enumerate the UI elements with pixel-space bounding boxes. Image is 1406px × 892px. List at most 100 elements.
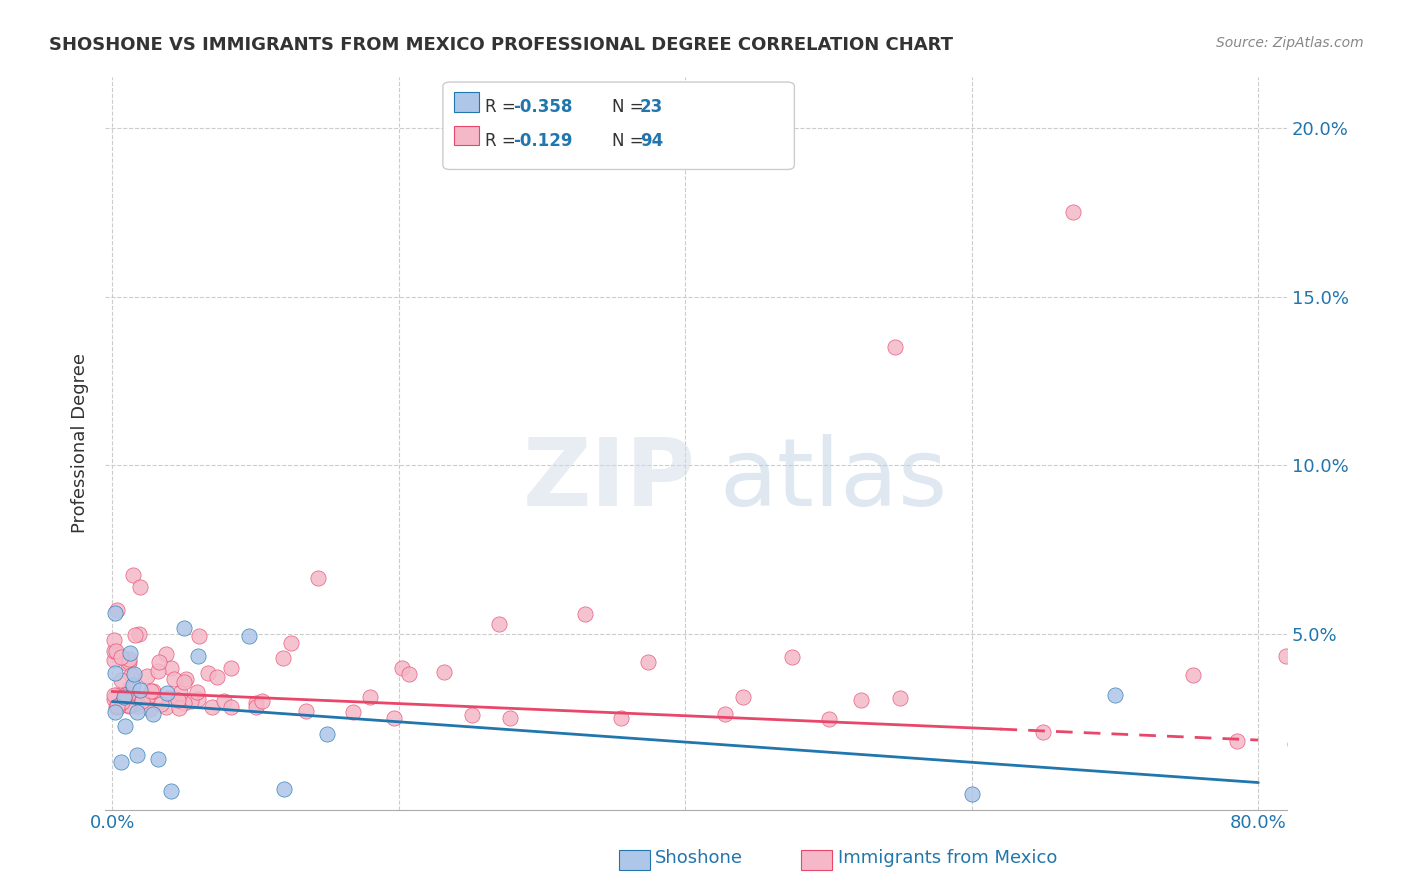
Point [197, 666, 219, 681]
Point [120, 668, 142, 682]
Text: -0.358: -0.358 [513, 98, 572, 116]
Point [273, 781, 295, 796]
Point [110, 650, 132, 665]
Text: N =: N = [612, 98, 648, 116]
Point [245, 696, 267, 710]
Point [157, 691, 180, 706]
Text: -0.129: -0.129 [513, 132, 572, 150]
Point [103, 653, 125, 667]
Point [187, 649, 209, 664]
Point [173, 621, 195, 635]
Text: R =: R = [485, 132, 522, 150]
Point [889, 690, 911, 705]
Point [105, 644, 128, 658]
Point [122, 678, 145, 692]
Point [105, 699, 128, 714]
Point [637, 655, 659, 669]
Point [110, 673, 132, 687]
Point [117, 687, 139, 701]
Point [111, 694, 134, 708]
Text: Source: ZipAtlas.com: Source: ZipAtlas.com [1216, 36, 1364, 50]
Point [250, 693, 273, 707]
Point [201, 700, 224, 714]
Point [103, 632, 125, 647]
Point [186, 685, 208, 699]
Point [124, 628, 146, 642]
Text: N =: N = [612, 132, 648, 150]
Point [148, 655, 170, 669]
Point [271, 651, 294, 665]
Point [167, 700, 190, 714]
Point [136, 694, 159, 708]
Point [433, 665, 456, 680]
Point [114, 689, 136, 703]
Point [960, 787, 983, 801]
Point [391, 661, 413, 675]
Point [219, 661, 242, 675]
Point [342, 705, 364, 719]
Point [780, 650, 803, 665]
Point [115, 694, 138, 708]
Point [174, 672, 197, 686]
Point [238, 629, 260, 643]
Point [129, 683, 152, 698]
Point [118, 652, 141, 666]
Point [103, 692, 125, 706]
Point [139, 684, 162, 698]
Point [128, 580, 150, 594]
Point [155, 686, 177, 700]
Point [884, 340, 907, 354]
Point [104, 665, 127, 680]
Point [117, 698, 139, 713]
Point [1284, 737, 1306, 751]
Point [316, 727, 339, 741]
Point [359, 690, 381, 705]
Point [112, 690, 135, 705]
Point [121, 568, 143, 582]
Text: 23: 23 [640, 98, 664, 116]
Point [110, 755, 132, 769]
Point [221, 699, 243, 714]
Text: atlas: atlas [720, 434, 948, 526]
Point [162, 672, 184, 686]
Point [139, 702, 162, 716]
Point [714, 706, 737, 721]
Point [105, 700, 128, 714]
Point [187, 629, 209, 643]
Text: 94: 94 [640, 132, 664, 150]
Point [107, 699, 129, 714]
Point [155, 648, 177, 662]
Point [280, 636, 302, 650]
Point [817, 712, 839, 726]
Point [187, 691, 209, 706]
Point [105, 603, 128, 617]
Point [117, 657, 139, 671]
Point [142, 706, 165, 721]
Point [498, 711, 520, 725]
Point [128, 626, 150, 640]
Point [142, 683, 165, 698]
Point [294, 705, 316, 719]
Point [127, 699, 149, 714]
Point [308, 571, 330, 585]
Point [1181, 668, 1204, 682]
Point [461, 708, 484, 723]
Point [114, 718, 136, 732]
Point [169, 686, 191, 700]
Point [173, 696, 195, 710]
Point [104, 688, 127, 702]
Point [118, 655, 141, 669]
Point [127, 705, 149, 719]
Point [148, 752, 170, 766]
Text: R =: R = [485, 98, 522, 116]
Point [117, 681, 139, 696]
Point [118, 646, 141, 660]
Point [166, 693, 188, 707]
Y-axis label: Professional Degree: Professional Degree [72, 353, 89, 533]
Point [398, 667, 420, 681]
Point [117, 698, 139, 712]
Point [103, 688, 125, 702]
Text: SHOSHONE VS IMMIGRANTS FROM MEXICO PROFESSIONAL DEGREE CORRELATION CHART: SHOSHONE VS IMMIGRANTS FROM MEXICO PROFE… [49, 36, 953, 54]
Point [173, 675, 195, 690]
Point [146, 664, 169, 678]
